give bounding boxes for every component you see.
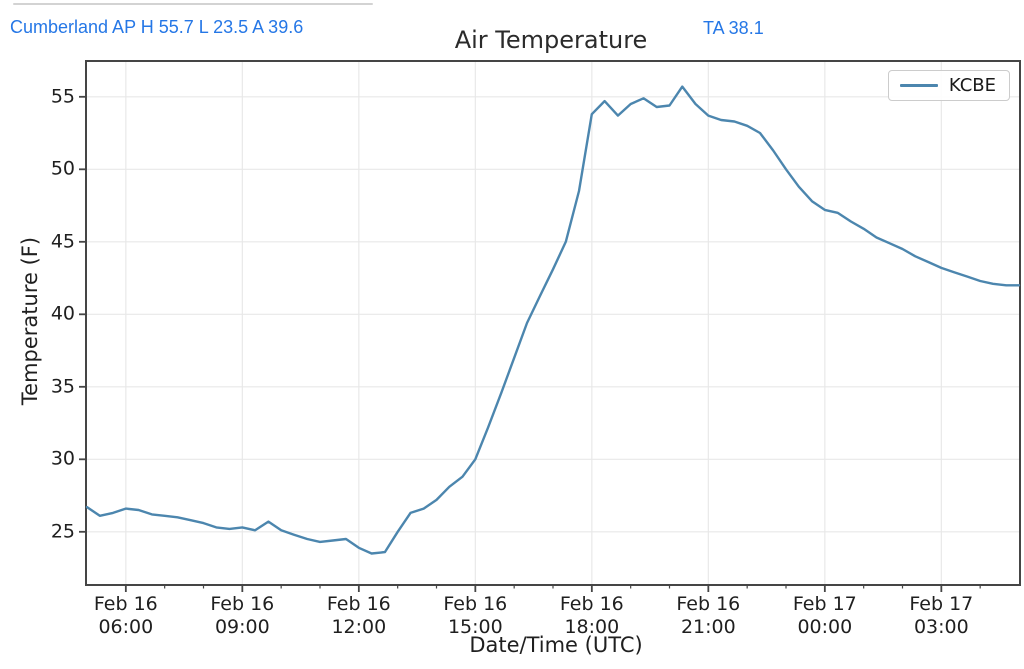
- chart-title: Air Temperature: [454, 26, 648, 54]
- y-tick-label: 25: [50, 520, 75, 543]
- y-tick-label: 40: [50, 302, 75, 325]
- x-tick-label: Feb 17 00:00: [792, 593, 857, 638]
- y-tick-label: 50: [50, 157, 75, 180]
- x-tick-label: Feb 16 18:00: [559, 593, 624, 638]
- y-tick-label: 55: [50, 85, 75, 108]
- y-axis-title: Temperature (F): [18, 236, 42, 406]
- y-tick-label: 45: [50, 230, 75, 253]
- y-tick-label: 35: [50, 375, 75, 398]
- current-temp-annotation: TA 38.1: [703, 18, 764, 38]
- legend: KCBE: [887, 70, 1010, 101]
- legend-line-sample: [899, 84, 938, 87]
- x-tick-label: Feb 16 21:00: [676, 593, 741, 638]
- x-tick-label: Feb 17 03:00: [909, 593, 974, 638]
- x-axis-title: Date/Time (UTC): [469, 633, 643, 657]
- top-divider: [13, 3, 373, 5]
- y-tick-label: 30: [50, 447, 75, 470]
- legend-series-label: KCBE: [948, 75, 996, 96]
- x-tick-label: Feb 16 15:00: [443, 593, 508, 638]
- x-tick-label: Feb 16 09:00: [210, 593, 275, 638]
- temperature-line: [85, 85, 1021, 555]
- x-tick-label: Feb 16 06:00: [93, 593, 158, 638]
- station-summary: Cumberland AP H 55.7 L 23.5 A 39.6: [10, 17, 304, 37]
- plot-area: KCBE 25 30 35 40 45 50 55 Feb 16 06:00 Feb 16 09…: [51, 60, 1021, 638]
- temperature-line-chart: [79, 62, 1021, 592]
- x-tick-label: Feb 16 12:00: [326, 593, 391, 638]
